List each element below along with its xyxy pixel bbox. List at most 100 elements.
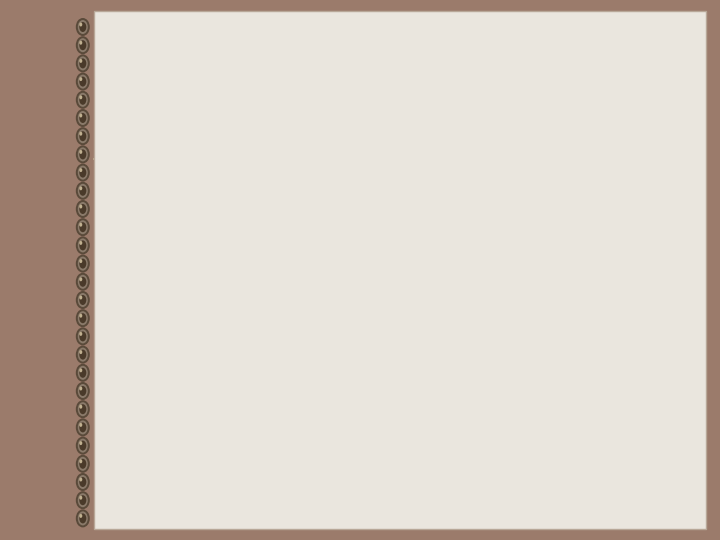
Ellipse shape bbox=[78, 493, 88, 507]
Ellipse shape bbox=[76, 473, 90, 491]
Ellipse shape bbox=[78, 475, 88, 489]
Ellipse shape bbox=[76, 18, 90, 36]
Ellipse shape bbox=[76, 273, 90, 291]
Ellipse shape bbox=[79, 241, 82, 245]
Ellipse shape bbox=[79, 349, 86, 360]
Ellipse shape bbox=[79, 332, 86, 341]
Ellipse shape bbox=[79, 387, 82, 390]
Ellipse shape bbox=[78, 329, 88, 343]
Ellipse shape bbox=[79, 205, 82, 208]
Ellipse shape bbox=[78, 38, 88, 52]
Ellipse shape bbox=[78, 366, 88, 380]
Ellipse shape bbox=[79, 368, 86, 378]
Text: 8: 8 bbox=[671, 498, 683, 517]
Ellipse shape bbox=[76, 91, 90, 109]
Ellipse shape bbox=[79, 496, 82, 500]
Ellipse shape bbox=[78, 184, 88, 198]
Ellipse shape bbox=[78, 256, 88, 271]
Ellipse shape bbox=[79, 259, 86, 268]
Ellipse shape bbox=[79, 186, 86, 196]
Text: •: • bbox=[145, 286, 165, 319]
Ellipse shape bbox=[79, 295, 82, 300]
Ellipse shape bbox=[76, 364, 90, 382]
Ellipse shape bbox=[79, 350, 82, 354]
Ellipse shape bbox=[78, 147, 88, 161]
Ellipse shape bbox=[76, 55, 90, 72]
Ellipse shape bbox=[76, 145, 90, 164]
Ellipse shape bbox=[79, 368, 82, 372]
Ellipse shape bbox=[79, 277, 86, 287]
Ellipse shape bbox=[79, 422, 86, 433]
Ellipse shape bbox=[78, 293, 88, 307]
Ellipse shape bbox=[79, 441, 82, 445]
Ellipse shape bbox=[78, 275, 88, 289]
Ellipse shape bbox=[79, 95, 86, 105]
Ellipse shape bbox=[79, 40, 86, 50]
Ellipse shape bbox=[76, 164, 90, 181]
Ellipse shape bbox=[78, 202, 88, 216]
Text: LET: LET bbox=[169, 184, 226, 211]
Ellipse shape bbox=[79, 168, 82, 172]
Ellipse shape bbox=[76, 509, 90, 528]
Ellipse shape bbox=[79, 314, 82, 318]
Ellipse shape bbox=[76, 309, 90, 327]
Ellipse shape bbox=[79, 404, 82, 409]
Ellipse shape bbox=[76, 218, 90, 236]
Ellipse shape bbox=[79, 441, 86, 450]
Ellipse shape bbox=[79, 295, 86, 305]
Text: RBE: RBE bbox=[169, 289, 231, 316]
Ellipse shape bbox=[78, 348, 88, 362]
Ellipse shape bbox=[78, 311, 88, 325]
Ellipse shape bbox=[78, 75, 88, 89]
Ellipse shape bbox=[76, 437, 90, 455]
Ellipse shape bbox=[78, 20, 88, 34]
Ellipse shape bbox=[76, 455, 90, 473]
Ellipse shape bbox=[79, 459, 86, 469]
Ellipse shape bbox=[79, 77, 82, 81]
Ellipse shape bbox=[79, 460, 82, 463]
Ellipse shape bbox=[79, 131, 86, 141]
Ellipse shape bbox=[76, 72, 90, 91]
Ellipse shape bbox=[78, 166, 88, 180]
Ellipse shape bbox=[79, 404, 86, 414]
Ellipse shape bbox=[76, 491, 90, 509]
Ellipse shape bbox=[76, 382, 90, 400]
Ellipse shape bbox=[78, 402, 88, 416]
Text: RADIATION ENERGY: RADIATION ENERGY bbox=[213, 51, 608, 84]
Ellipse shape bbox=[79, 150, 86, 159]
Ellipse shape bbox=[79, 222, 86, 232]
Ellipse shape bbox=[79, 278, 82, 281]
Ellipse shape bbox=[78, 111, 88, 125]
Ellipse shape bbox=[79, 514, 82, 518]
Ellipse shape bbox=[78, 438, 88, 453]
Ellipse shape bbox=[78, 56, 88, 70]
Ellipse shape bbox=[76, 127, 90, 145]
Ellipse shape bbox=[78, 384, 88, 398]
Ellipse shape bbox=[79, 58, 86, 69]
Ellipse shape bbox=[79, 259, 82, 263]
Ellipse shape bbox=[79, 113, 82, 118]
Ellipse shape bbox=[79, 477, 86, 487]
Ellipse shape bbox=[76, 346, 90, 363]
Ellipse shape bbox=[79, 386, 86, 396]
Ellipse shape bbox=[76, 109, 90, 127]
Ellipse shape bbox=[79, 495, 86, 505]
Ellipse shape bbox=[78, 421, 88, 434]
Ellipse shape bbox=[79, 150, 82, 154]
Ellipse shape bbox=[76, 418, 90, 436]
Ellipse shape bbox=[76, 400, 90, 418]
Ellipse shape bbox=[79, 59, 82, 63]
Text: •: • bbox=[145, 180, 165, 214]
Ellipse shape bbox=[79, 40, 82, 45]
Ellipse shape bbox=[79, 423, 82, 427]
Ellipse shape bbox=[79, 167, 86, 178]
Ellipse shape bbox=[79, 22, 86, 32]
Ellipse shape bbox=[79, 222, 82, 227]
Ellipse shape bbox=[79, 23, 82, 26]
Ellipse shape bbox=[79, 514, 86, 523]
Ellipse shape bbox=[78, 457, 88, 471]
Text: TRANSFER DETERMINANTS: TRANSFER DETERMINANTS bbox=[138, 105, 683, 138]
Ellipse shape bbox=[76, 237, 90, 254]
Ellipse shape bbox=[79, 332, 82, 336]
Ellipse shape bbox=[79, 95, 82, 99]
